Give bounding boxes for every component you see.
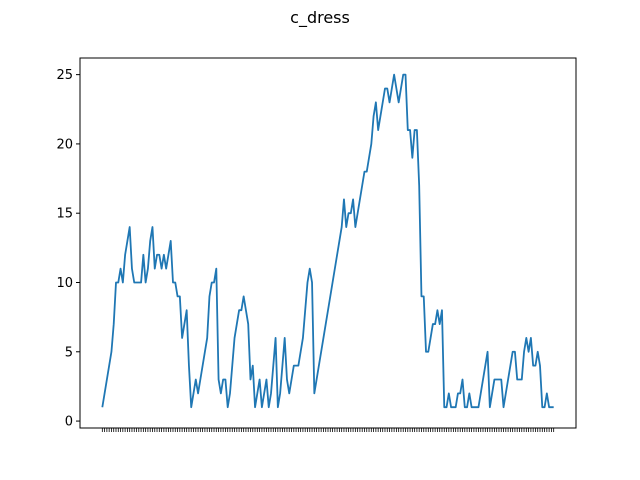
x-axis bbox=[101, 428, 555, 432]
y-tick-label-3: 15 bbox=[56, 207, 73, 222]
y-axis: 0 5 10 15 20 25 bbox=[56, 68, 80, 430]
y-tick-label-1: 5 bbox=[65, 345, 73, 360]
y-tick-label-5: 25 bbox=[56, 68, 73, 83]
series-line bbox=[101, 73, 554, 409]
chart-title: c_dress bbox=[290, 8, 350, 28]
y-tick-label-0: 0 bbox=[65, 415, 73, 430]
y-tick-label-2: 10 bbox=[56, 276, 73, 291]
plot-area bbox=[79, 57, 577, 429]
y-tick-label-4: 20 bbox=[56, 137, 73, 152]
